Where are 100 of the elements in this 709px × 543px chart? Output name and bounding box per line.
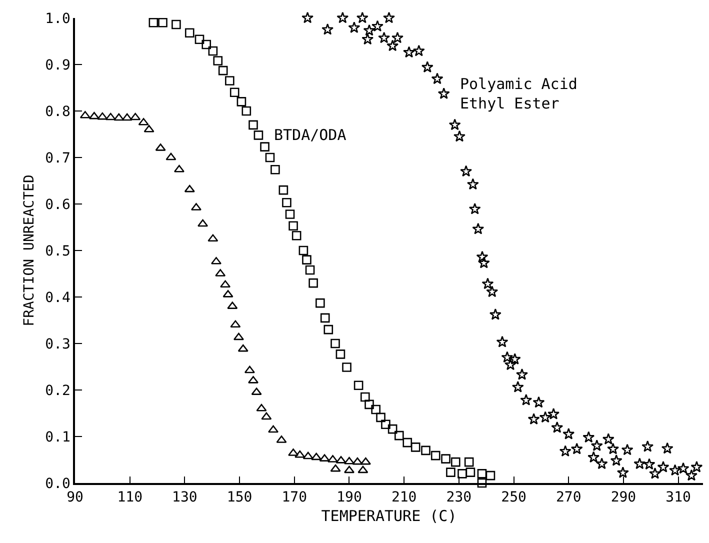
point — [256, 404, 267, 412]
point — [330, 338, 340, 348]
point — [144, 124, 154, 132]
point — [122, 113, 132, 121]
y-tick-label: 0.9 — [45, 57, 70, 74]
point — [371, 404, 380, 414]
point — [288, 221, 298, 230]
point — [324, 324, 334, 334]
point — [261, 412, 272, 420]
y-tick-label: 0.7 — [45, 150, 70, 166]
point — [174, 164, 184, 172]
point — [358, 466, 368, 474]
point — [302, 452, 314, 460]
point — [311, 452, 322, 460]
point — [477, 469, 487, 478]
x-tick-label: 210 — [391, 490, 417, 506]
point — [254, 130, 264, 140]
point — [158, 18, 168, 28]
point — [342, 362, 352, 372]
point — [421, 446, 430, 456]
point — [402, 438, 412, 448]
point — [376, 412, 386, 422]
point — [458, 469, 467, 478]
point — [230, 88, 240, 98]
point — [430, 450, 440, 460]
point — [218, 66, 228, 76]
x-tick-label: 170 — [282, 490, 308, 506]
y-tick-label: 1.0 — [45, 10, 70, 27]
point — [233, 332, 244, 340]
point — [450, 457, 460, 467]
point — [220, 280, 231, 288]
point — [184, 184, 195, 192]
point — [330, 464, 341, 472]
point — [305, 265, 315, 275]
y-axis-title: FRACTION UNREACTED — [21, 174, 38, 326]
point — [294, 450, 306, 458]
point — [292, 230, 302, 240]
point — [238, 344, 248, 352]
point — [285, 210, 295, 219]
y-tick-label: 0.1 — [45, 429, 70, 446]
y-tick-label: 0.2 — [45, 382, 70, 399]
point — [166, 152, 176, 160]
point — [114, 113, 124, 121]
point — [248, 120, 258, 130]
point — [260, 142, 270, 152]
point — [265, 152, 275, 162]
x-tick-label: 270 — [556, 490, 582, 506]
y-tick-label: 0.8 — [45, 104, 70, 120]
x-tick-label: 130 — [172, 490, 198, 506]
point — [302, 255, 312, 264]
point — [88, 112, 100, 120]
x-tick-label: 230 — [446, 490, 472, 506]
point — [410, 442, 420, 452]
point — [477, 478, 487, 488]
point — [316, 298, 325, 308]
x-tick-label: 290 — [610, 490, 636, 506]
x-tick-label: 90 — [66, 490, 84, 506]
y-tick-label: 0.0 — [45, 476, 70, 492]
point — [388, 424, 398, 434]
point — [213, 56, 223, 66]
point — [230, 320, 241, 328]
point — [242, 106, 252, 116]
point — [394, 430, 404, 440]
point — [138, 118, 149, 126]
point — [464, 457, 474, 467]
point — [466, 468, 476, 477]
x-tick-label: 310 — [666, 490, 691, 506]
point — [360, 392, 370, 402]
point — [172, 20, 181, 30]
point — [352, 457, 363, 465]
point — [194, 34, 204, 44]
y-tick-label: 0.5 — [45, 243, 70, 260]
x-tick-label: 190 — [336, 490, 362, 506]
point — [148, 18, 158, 28]
point — [184, 28, 194, 38]
point — [336, 350, 346, 359]
point — [298, 246, 308, 256]
point — [270, 164, 280, 174]
point — [105, 112, 116, 120]
point — [278, 185, 288, 195]
point — [202, 40, 212, 50]
point — [244, 366, 255, 374]
y-tick-label: 0.6 — [45, 196, 70, 213]
point — [225, 76, 234, 86]
x-axis-title: TEMPERATURE (C) — [321, 507, 457, 526]
point — [97, 112, 108, 120]
point — [486, 470, 496, 480]
point — [130, 112, 141, 120]
point — [320, 313, 330, 323]
point — [268, 425, 279, 433]
point — [308, 278, 318, 288]
series-label: Polyamic Acid Ethyl Ester — [460, 75, 578, 112]
point — [208, 234, 218, 242]
series-label: BTDA/ODA — [274, 126, 346, 144]
point — [360, 457, 371, 465]
point — [198, 219, 208, 227]
point — [381, 420, 390, 430]
point — [354, 380, 364, 390]
point — [208, 46, 218, 56]
point — [446, 468, 456, 477]
